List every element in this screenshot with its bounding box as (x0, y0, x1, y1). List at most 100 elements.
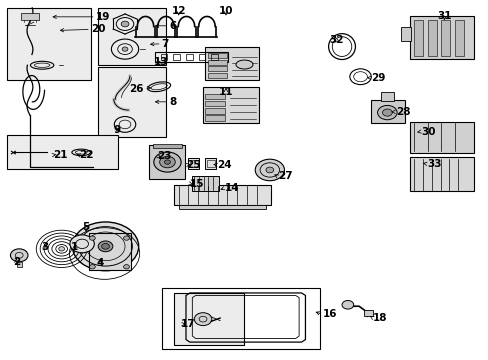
Text: 2: 2 (13, 257, 20, 267)
Bar (203, 87, 259, 123)
Bar (205, 101, 224, 107)
Bar (205, 116, 224, 121)
Circle shape (164, 160, 170, 164)
Circle shape (89, 236, 95, 240)
Bar (98, 8, 166, 65)
Text: 18: 18 (372, 313, 387, 323)
Text: 15: 15 (189, 179, 204, 189)
Text: 27: 27 (277, 171, 292, 181)
Bar (370, 100, 405, 123)
Bar (211, 54, 218, 60)
Text: 25: 25 (185, 160, 200, 170)
Circle shape (382, 109, 391, 116)
Circle shape (98, 241, 113, 252)
Text: 23: 23 (157, 150, 171, 161)
Bar (427, 21, 436, 56)
Text: 26: 26 (129, 84, 144, 94)
Bar (205, 108, 224, 114)
Text: 29: 29 (370, 73, 385, 83)
Circle shape (265, 167, 273, 173)
Circle shape (102, 243, 109, 249)
Circle shape (377, 105, 396, 120)
Text: 24: 24 (217, 160, 231, 170)
Text: 21: 21 (53, 150, 68, 160)
Bar (363, 310, 372, 316)
Bar (185, 54, 192, 60)
Bar (380, 92, 393, 101)
Bar (205, 47, 259, 80)
Bar (409, 157, 473, 192)
Bar (155, 51, 227, 62)
Circle shape (159, 156, 175, 168)
Bar (21, 13, 39, 21)
Text: 28: 28 (395, 107, 409, 117)
Bar (188, 158, 199, 168)
Bar (207, 53, 227, 58)
Bar (454, 21, 463, 56)
Bar (178, 205, 266, 210)
Bar (173, 185, 271, 205)
Text: 8: 8 (168, 97, 176, 107)
Bar (409, 17, 473, 59)
Circle shape (10, 249, 28, 262)
Circle shape (194, 313, 211, 325)
Bar (205, 94, 224, 99)
Text: 16: 16 (322, 310, 336, 319)
Circle shape (123, 236, 129, 240)
Bar (207, 73, 227, 78)
Text: 20: 20 (91, 24, 105, 35)
Circle shape (89, 265, 95, 269)
Text: 1: 1 (71, 242, 78, 252)
Circle shape (122, 47, 128, 51)
Text: 17: 17 (181, 319, 195, 329)
Text: 32: 32 (328, 35, 343, 45)
Bar (441, 21, 449, 56)
Bar (89, 233, 131, 270)
Text: 11: 11 (218, 87, 233, 97)
Bar (413, 21, 422, 56)
Text: 4: 4 (96, 258, 103, 268)
Text: 6: 6 (168, 21, 176, 31)
Bar (98, 67, 166, 137)
Ellipse shape (236, 60, 252, 69)
Bar (160, 54, 167, 60)
Bar (149, 145, 185, 179)
Circle shape (121, 21, 129, 27)
Bar (173, 293, 244, 345)
Bar (161, 288, 320, 348)
Text: 7: 7 (161, 39, 169, 49)
Circle shape (123, 265, 129, 269)
Bar (198, 54, 205, 60)
Text: 33: 33 (427, 159, 441, 169)
Text: 3: 3 (41, 242, 48, 252)
Circle shape (70, 235, 94, 253)
Bar (17, 262, 21, 267)
Bar (207, 60, 227, 65)
Text: 9: 9 (114, 125, 121, 135)
Circle shape (72, 222, 139, 271)
Text: 31: 31 (436, 11, 451, 21)
Text: 13: 13 (153, 57, 167, 67)
Circle shape (341, 301, 353, 309)
Text: 14: 14 (224, 183, 239, 193)
Bar (207, 66, 227, 71)
Bar (189, 159, 197, 167)
Bar (409, 122, 473, 153)
Text: 22: 22 (79, 150, 93, 160)
Bar (173, 54, 180, 60)
Bar (206, 159, 214, 167)
Circle shape (255, 159, 284, 181)
Bar (6, 135, 118, 169)
Bar (6, 8, 91, 80)
Bar (191, 176, 218, 191)
Text: 5: 5 (82, 222, 89, 232)
Bar (205, 158, 216, 168)
Text: 19: 19 (96, 12, 110, 22)
Text: 10: 10 (218, 6, 233, 16)
Circle shape (59, 247, 64, 251)
Bar (153, 144, 182, 148)
Bar (400, 27, 410, 41)
Text: 12: 12 (171, 6, 185, 16)
Text: 30: 30 (420, 127, 435, 136)
Circle shape (154, 152, 181, 172)
